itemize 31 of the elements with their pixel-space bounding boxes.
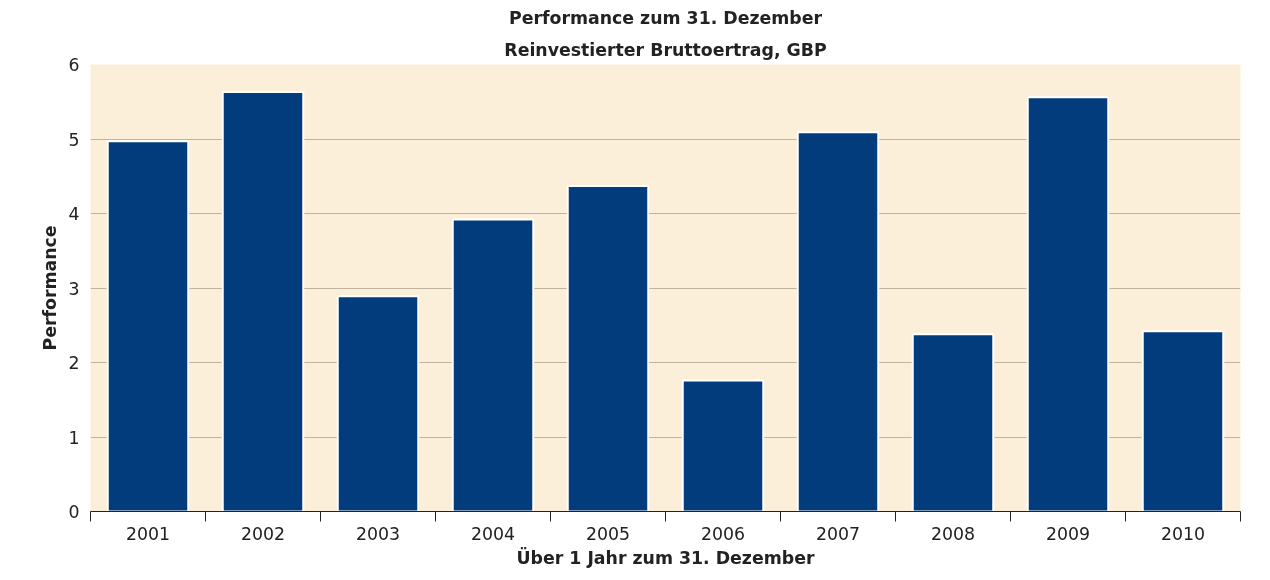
x-tick-label: 2007: [815, 523, 861, 544]
y-axis-title: Performance: [40, 225, 61, 351]
chart-title: Performance zum 31. Dezember: [508, 7, 823, 28]
x-tick-label: 2004: [470, 523, 516, 544]
y-tick-label: 1: [68, 427, 80, 448]
bar: [1141, 330, 1225, 512]
bar: [451, 218, 535, 512]
y-tick-label: 0: [68, 502, 80, 522]
chart-subtitle: Reinvestierter Bruttoertrag, GBP: [504, 39, 827, 60]
x-tick-label: 2009: [1045, 523, 1091, 544]
y-tick-label: 5: [68, 129, 80, 150]
bar: [221, 91, 305, 512]
bar: [796, 131, 880, 512]
bar: [336, 295, 420, 512]
x-tick-label: 2002: [240, 523, 286, 544]
x-tick-label: 2010: [1160, 523, 1206, 544]
x-tick-label: 2008: [930, 523, 976, 544]
bar: [681, 379, 765, 512]
bar: [106, 140, 190, 512]
bar: [1026, 96, 1110, 512]
x-tick-label: 2001: [125, 523, 171, 544]
y-tick-label: 3: [68, 278, 80, 299]
bar: [566, 184, 650, 512]
x-axis-title: Über 1 Jahr zum 31. Dezember: [516, 546, 815, 568]
y-tick-label: 2: [68, 353, 80, 373]
y-tick-label: 4: [68, 204, 80, 224]
y-tick-label: 6: [68, 55, 80, 75]
x-tick-label: 2003: [355, 523, 401, 544]
x-tick-label: 2006: [700, 523, 746, 544]
bar: [911, 333, 995, 512]
x-tick-label: 2005: [585, 523, 631, 544]
